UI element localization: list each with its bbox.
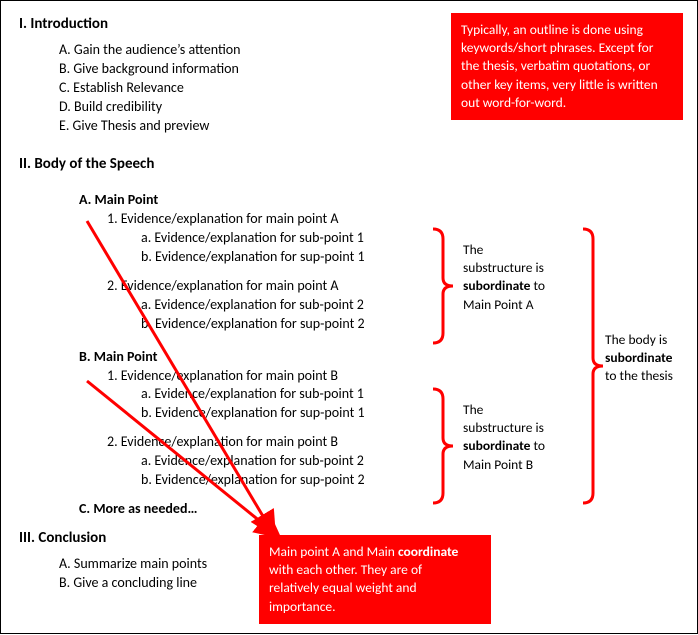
annot-text: The body is — [605, 331, 667, 348]
callout-text: Main point A and Main — [269, 543, 398, 560]
annot-text: Main Point B — [463, 456, 533, 473]
annot-text-bold: subordinate — [463, 437, 530, 454]
annot-text-bold: subordinate — [463, 277, 530, 294]
annot-text: to — [530, 277, 545, 294]
sub-evidence-line: b. Evidence/explanation for sup-point 2 — [19, 315, 679, 334]
annot-text: The — [463, 401, 483, 418]
callout-text-bold: coordinate — [398, 543, 458, 560]
evidence-line: 1. Evidence/explanation for main point B — [19, 367, 679, 386]
callout-text: Typically, an outline is done using — [461, 21, 643, 38]
callout-text: the thesis, verbatim quotations, or — [461, 57, 650, 74]
callout-text: other key items, very little is written — [461, 76, 658, 93]
callout-text: keywords/short phrases. Except for — [461, 39, 653, 56]
annot-text: Main Point A — [463, 296, 534, 313]
main-point-c: C. More as needed… — [19, 500, 679, 519]
annot-text: substructure is — [463, 259, 544, 276]
main-point-a: A. Main Point — [19, 191, 679, 210]
callout-bottom: Main point A and Main coordinate with ea… — [259, 535, 491, 624]
callout-text: importance. — [269, 598, 336, 615]
annotation-sub-b: The substructure is subordinate to Main … — [463, 401, 583, 474]
annotation-sub-a: The substructure is subordinate to Main … — [463, 241, 583, 314]
evidence-line: 1. Evidence/explanation for main point A — [19, 210, 679, 229]
annot-text-bold: subordinate — [605, 349, 672, 366]
annot-text: substructure is — [463, 419, 544, 436]
body-heading: II. Body of the Speech — [19, 155, 679, 173]
main-point-b: B. Main Point — [19, 348, 679, 367]
callout-top: Typically, an outline is done using keyw… — [451, 13, 683, 120]
annot-text: to the thesis — [605, 367, 673, 384]
annot-text: The — [463, 241, 483, 258]
callout-text: out word-for-word. — [461, 94, 566, 111]
annot-text: to — [530, 437, 545, 454]
annotation-body-thesis: The body is subordinate to the thesis — [605, 331, 695, 386]
callout-text: with each other. They are of — [269, 561, 422, 578]
callout-text: relatively equal weight and — [269, 579, 417, 596]
